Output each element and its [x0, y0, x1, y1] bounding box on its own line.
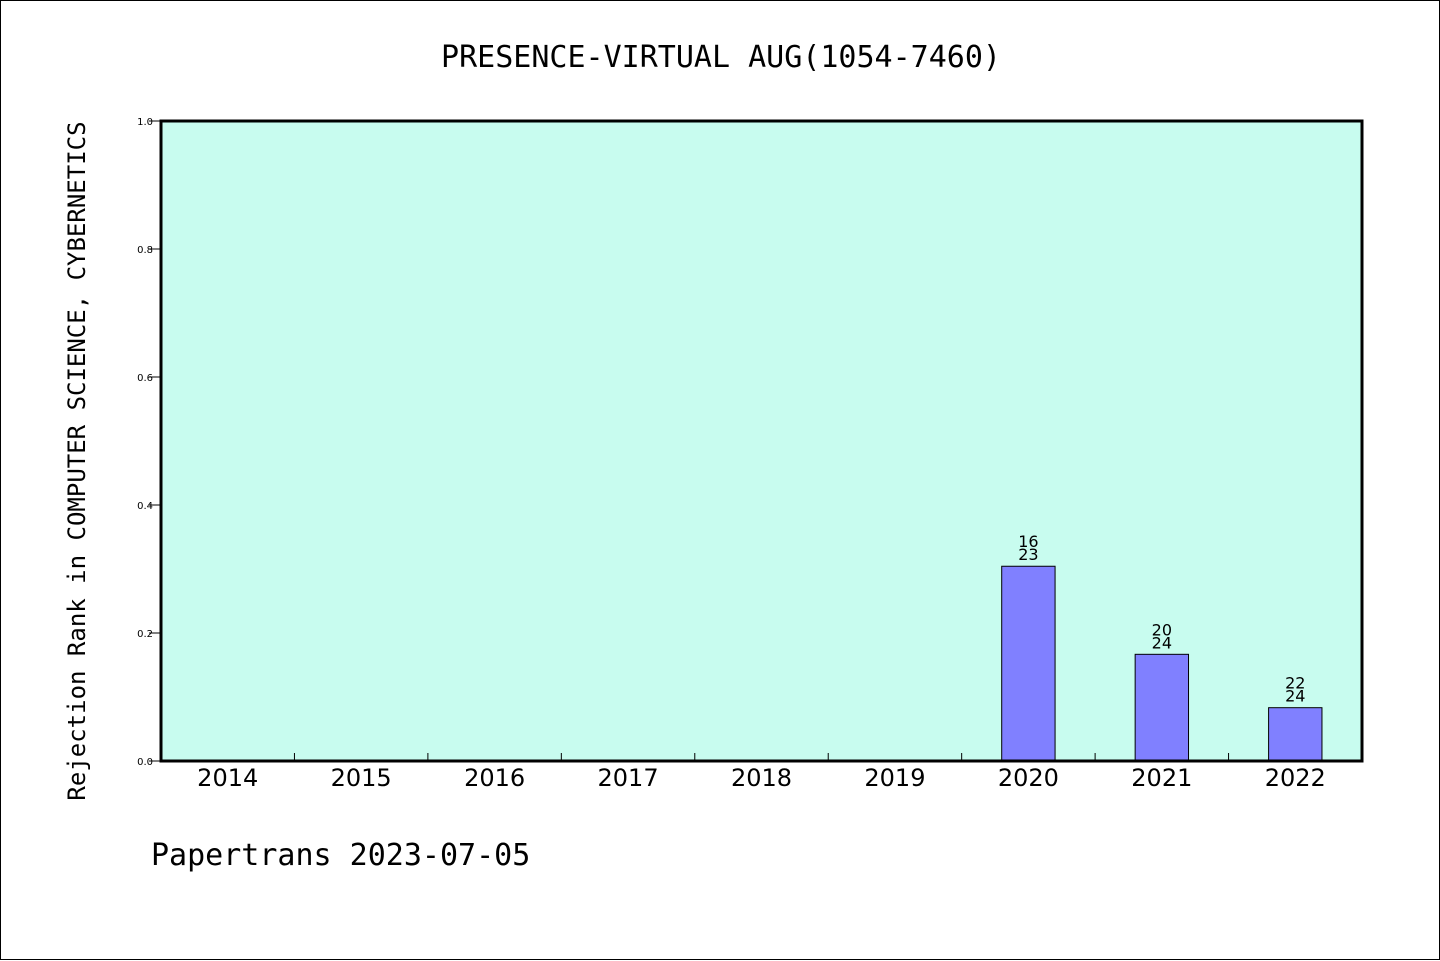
x-tick-label: 2019	[864, 764, 925, 792]
x-tick-label: 2015	[331, 764, 392, 792]
y-tick-label: 1.0	[137, 117, 153, 128]
bar-label-top: 16	[1018, 532, 1038, 551]
x-tick-label: 2022	[1265, 764, 1326, 792]
bar-label-top: 22	[1285, 674, 1305, 693]
x-tick-label: 2014	[197, 764, 258, 792]
y-tick-label: 0.2	[137, 629, 153, 640]
x-tick-label: 2017	[598, 764, 659, 792]
bar-label-top: 20	[1152, 620, 1172, 639]
bar	[1134, 653, 1190, 762]
footer-text: Papertrans 2023-07-05	[151, 838, 530, 873]
bar	[1268, 707, 1323, 762]
x-tick-label: 2016	[464, 764, 525, 792]
x-tick-label: 2021	[1131, 764, 1192, 792]
y-axis-label: Rejection Rank in COMPUTER SCIENCE, CYBE…	[63, 121, 91, 800]
bar-label-bottom: 24	[1152, 633, 1172, 652]
y-tick-label: 0.6	[137, 373, 153, 384]
y-tick-label: 0.8	[137, 245, 153, 256]
y-tick-label: 0.4	[137, 501, 153, 512]
x-tick-label: 2020	[998, 764, 1059, 792]
plot-border	[159, 119, 1364, 763]
chart-title: PRESENCE-VIRTUAL AUG(1054-7460)	[441, 40, 1001, 75]
bar	[1001, 565, 1056, 762]
bar-label-bottom: 24	[1285, 687, 1305, 706]
y-tick-label: 0.0	[137, 757, 153, 768]
bar-label-bottom: 23	[1018, 545, 1038, 564]
x-tick-label: 2018	[731, 764, 792, 792]
